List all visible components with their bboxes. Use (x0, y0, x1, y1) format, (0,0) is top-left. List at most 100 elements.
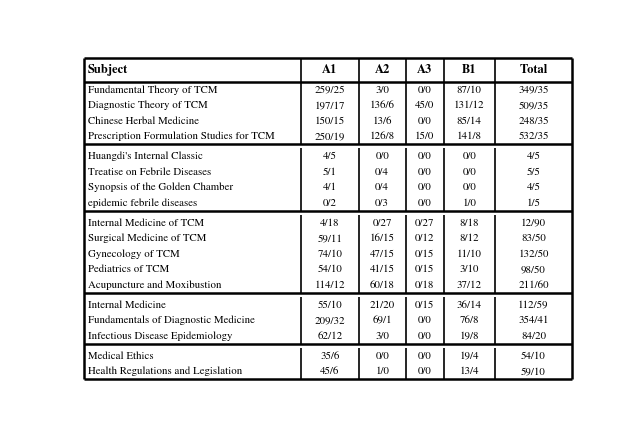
Text: 4/5: 4/5 (323, 151, 337, 161)
Text: Acupuncture and Moxibustion: Acupuncture and Moxibustion (88, 281, 221, 290)
Text: 0/0: 0/0 (418, 151, 431, 161)
Text: 0/0: 0/0 (418, 351, 431, 360)
Text: Prescription Formulation Studies for TCM: Prescription Formulation Studies for TCM (88, 132, 275, 142)
Text: 197/17: 197/17 (315, 100, 345, 110)
Text: 37/12: 37/12 (457, 281, 482, 290)
Text: 0/0: 0/0 (418, 85, 431, 94)
Text: 8/12: 8/12 (460, 233, 479, 243)
Text: Total: Total (519, 64, 548, 76)
Text: 83/50: 83/50 (521, 233, 546, 243)
Text: 248/35: 248/35 (518, 116, 548, 126)
Text: 12/90: 12/90 (521, 218, 546, 227)
Text: 0/12: 0/12 (415, 233, 435, 243)
Text: 509/35: 509/35 (518, 100, 548, 110)
Text: 532/35: 532/35 (518, 132, 548, 142)
Text: Infectious Disease Epidemiology: Infectious Disease Epidemiology (88, 331, 232, 341)
Text: 5/1: 5/1 (323, 167, 337, 177)
Text: 0/0: 0/0 (418, 316, 431, 325)
Text: 35/6: 35/6 (320, 351, 340, 360)
Text: 0/0: 0/0 (418, 167, 431, 177)
Text: A2: A2 (374, 64, 390, 76)
Text: Surgical Medicine of TCM: Surgical Medicine of TCM (88, 233, 206, 243)
Text: 45/0: 45/0 (415, 100, 435, 110)
Text: 0/4: 0/4 (375, 183, 389, 192)
Text: 3/10: 3/10 (460, 265, 479, 275)
Text: 349/35: 349/35 (518, 85, 548, 94)
Text: 0/0: 0/0 (463, 183, 476, 192)
Text: Internal Medicine of TCM: Internal Medicine of TCM (88, 218, 204, 227)
Text: 150/15: 150/15 (315, 116, 345, 126)
Text: Subject: Subject (88, 64, 128, 76)
Text: 0/15: 0/15 (415, 249, 435, 259)
Text: Pediatrics of TCM: Pediatrics of TCM (88, 265, 169, 275)
Text: 0/15: 0/15 (415, 300, 435, 310)
Text: A1: A1 (323, 64, 337, 76)
Text: 54/10: 54/10 (521, 351, 546, 360)
Text: 1/0: 1/0 (462, 198, 476, 208)
Text: 16/15: 16/15 (370, 233, 395, 243)
Text: 59/11: 59/11 (317, 233, 342, 243)
Text: 84/20: 84/20 (521, 331, 546, 341)
Text: 4/5: 4/5 (527, 151, 540, 161)
Text: 85/14: 85/14 (457, 116, 482, 126)
Text: 8/18: 8/18 (460, 218, 479, 227)
Text: 0/0: 0/0 (418, 116, 431, 126)
Text: 0/2: 0/2 (323, 198, 337, 208)
Text: 1/0: 1/0 (375, 366, 389, 376)
Text: Gynecology of TCM: Gynecology of TCM (88, 249, 180, 259)
Text: 54/10: 54/10 (317, 265, 342, 275)
Text: 0/0: 0/0 (418, 183, 431, 192)
Text: 0/0: 0/0 (418, 331, 431, 341)
Text: epidemic febrile diseases: epidemic febrile diseases (88, 198, 197, 208)
Text: 250/19: 250/19 (315, 132, 345, 142)
Text: 131/12: 131/12 (454, 100, 484, 110)
Text: 74/10: 74/10 (317, 249, 342, 259)
Text: 0/0: 0/0 (375, 151, 389, 161)
Text: 4/1: 4/1 (323, 183, 337, 192)
Text: 5/5: 5/5 (527, 167, 540, 177)
Text: 136/6: 136/6 (370, 100, 395, 110)
Text: 69/1: 69/1 (372, 316, 392, 325)
Text: 13/6: 13/6 (372, 116, 392, 126)
Text: 1/5: 1/5 (527, 198, 540, 208)
Text: 15/0: 15/0 (415, 132, 435, 142)
Text: 132/50: 132/50 (518, 249, 548, 259)
Text: 45/6: 45/6 (320, 366, 340, 376)
Text: 87/10: 87/10 (457, 85, 482, 94)
Text: Fundamental Theory of TCM: Fundamental Theory of TCM (88, 85, 218, 94)
Text: Treatise on Febrile Diseases: Treatise on Febrile Diseases (88, 167, 211, 177)
Text: 4/18: 4/18 (320, 218, 340, 227)
Text: 0/0: 0/0 (375, 351, 389, 360)
Text: 141/8: 141/8 (457, 132, 482, 142)
Text: 114/12: 114/12 (315, 281, 345, 290)
Text: A3: A3 (417, 64, 432, 76)
Text: 0/15: 0/15 (415, 265, 435, 275)
Text: 0/18: 0/18 (415, 281, 435, 290)
Text: 354/41: 354/41 (518, 316, 548, 325)
Text: 19/4: 19/4 (460, 351, 479, 360)
Text: 0/0: 0/0 (463, 151, 476, 161)
Text: 126/8: 126/8 (370, 132, 395, 142)
Text: 11/10: 11/10 (457, 249, 482, 259)
Text: Internal Medicine: Internal Medicine (88, 300, 166, 310)
Text: 36/14: 36/14 (457, 300, 482, 310)
Text: Fundamentals of Diagnostic Medicine: Fundamentals of Diagnostic Medicine (88, 316, 255, 325)
Text: 0/0: 0/0 (418, 198, 431, 208)
Text: 13/4: 13/4 (460, 366, 479, 376)
Text: 59/10: 59/10 (521, 366, 546, 376)
Text: Diagnostic Theory of TCM: Diagnostic Theory of TCM (88, 100, 208, 110)
Text: 211/60: 211/60 (518, 281, 548, 290)
Text: 60/18: 60/18 (370, 281, 395, 290)
Text: 55/10: 55/10 (317, 300, 342, 310)
Text: Health Regulations and Legislation: Health Regulations and Legislation (88, 366, 242, 376)
Text: 76/8: 76/8 (460, 316, 479, 325)
Text: 4/5: 4/5 (527, 183, 540, 192)
Text: Chinese Herbal Medicine: Chinese Herbal Medicine (88, 116, 199, 126)
Text: 98/50: 98/50 (521, 265, 546, 275)
Text: 0/0: 0/0 (418, 366, 431, 376)
Text: 62/12: 62/12 (317, 331, 342, 341)
Text: 0/4: 0/4 (375, 167, 389, 177)
Text: Synopsis of the Golden Chamber: Synopsis of the Golden Chamber (88, 183, 233, 192)
Text: 21/20: 21/20 (370, 300, 395, 310)
Text: 41/15: 41/15 (370, 265, 395, 275)
